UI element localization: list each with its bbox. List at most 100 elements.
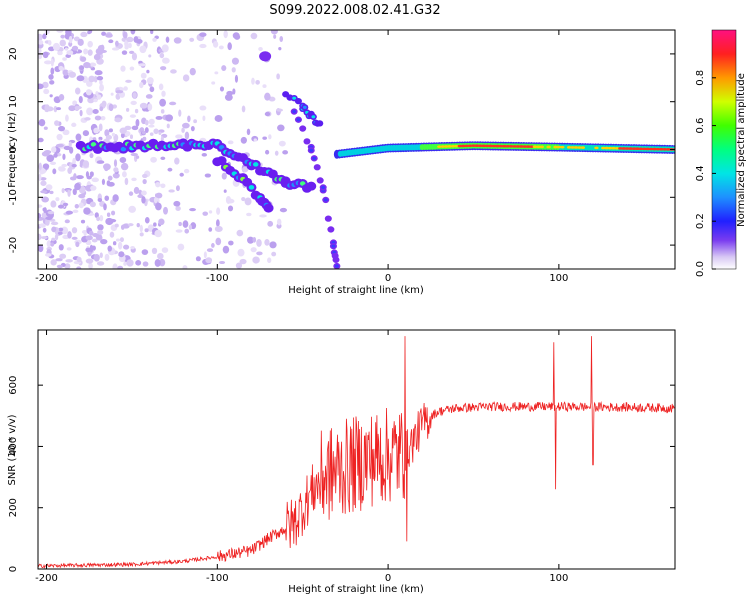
spectrogram-noise bbox=[239, 258, 247, 265]
spectrogram-noise bbox=[140, 72, 147, 79]
spectrogram-noise bbox=[58, 125, 66, 132]
spectrogram-noise bbox=[100, 116, 106, 121]
spectrogram-noise bbox=[202, 211, 209, 216]
spectrogram-noise bbox=[96, 76, 104, 81]
spectrogram-noise bbox=[62, 69, 69, 76]
spectrogram-diag-branch-core bbox=[323, 198, 328, 202]
spectrogram-noise bbox=[255, 79, 260, 85]
snr-ticks: -200 -100 0 100 0 200 400 600 bbox=[8, 330, 675, 584]
spectrogram-noise bbox=[125, 79, 132, 83]
spectrogram-noise bbox=[65, 259, 73, 263]
spectrogram-flat-core bbox=[532, 145, 538, 149]
spectrogram-flat-core bbox=[447, 145, 452, 148]
spectrogram-noise bbox=[153, 197, 158, 204]
spectrogram-noise bbox=[38, 53, 43, 60]
spectrogram-flat-core bbox=[624, 147, 630, 150]
spectrogram-flat-core bbox=[529, 145, 534, 148]
spectrogram-noise bbox=[50, 58, 54, 67]
colorbar-tick-label: 0.2 bbox=[695, 213, 706, 229]
colorbar-tick-label: 0.4 bbox=[695, 165, 706, 181]
spectrogram-noise bbox=[72, 209, 79, 214]
spectrogram-noise bbox=[115, 238, 121, 242]
spectrogram-noise bbox=[146, 77, 154, 85]
spectrogram-noise bbox=[58, 227, 64, 232]
spectrogram-flat-core bbox=[665, 148, 671, 151]
spectrogram-noise bbox=[142, 173, 148, 179]
spectrogram-noise bbox=[267, 220, 274, 227]
spectrogram-noise bbox=[115, 40, 119, 47]
spectrogram-noise bbox=[244, 197, 252, 206]
spectrogram-noise bbox=[93, 75, 98, 83]
spectrogram-noise bbox=[66, 247, 72, 251]
spectrogram-noise bbox=[175, 229, 183, 233]
spectrogram-noise bbox=[72, 188, 77, 196]
spectrogram-noise bbox=[278, 140, 286, 147]
spectrogram-noise bbox=[123, 244, 130, 250]
spectrogram-noise bbox=[270, 30, 278, 35]
spectrogram-noise bbox=[45, 184, 53, 191]
spectrogram-noise bbox=[142, 136, 147, 142]
spectrogram-noise bbox=[139, 102, 148, 109]
spectrogram-noise bbox=[95, 47, 104, 55]
spectrogram-noise bbox=[112, 194, 119, 202]
spectrogram-noise bbox=[46, 154, 55, 163]
spectrogram-diag-branch-core bbox=[331, 244, 336, 248]
spectrogram-noise bbox=[135, 260, 142, 266]
spectrogram-flat-core bbox=[484, 144, 490, 148]
spectrogram-noise bbox=[208, 210, 213, 214]
spectrogram-noise bbox=[113, 159, 118, 168]
spectrogram-noise bbox=[250, 247, 257, 253]
spectrogram-noise bbox=[92, 233, 99, 238]
spectrogram-flat-core bbox=[601, 146, 606, 150]
spectrogram-low-branch bbox=[263, 203, 274, 213]
spectrogram-noise bbox=[71, 45, 79, 51]
spectrogram-flat-core bbox=[628, 147, 633, 150]
spectrogram-noise bbox=[99, 106, 104, 112]
spectrogram-noise bbox=[133, 36, 139, 43]
spectrogram-noise bbox=[42, 51, 49, 59]
spectrogram-noise bbox=[211, 243, 215, 248]
spectrogram-noise bbox=[135, 119, 140, 127]
spectrogram-diag-branch-core bbox=[321, 185, 326, 190]
spectrogram-noise bbox=[47, 40, 52, 46]
spectrogram-noise bbox=[189, 67, 196, 76]
spectrogram-noise bbox=[206, 248, 214, 252]
spectrogram-noise bbox=[138, 189, 143, 196]
spectrogram-noise bbox=[74, 203, 79, 209]
spectrogram-noise bbox=[49, 94, 53, 98]
spectrogram-noise bbox=[88, 262, 93, 269]
spectrogram-noise bbox=[38, 162, 42, 171]
spectrogram-diag-branch-core bbox=[312, 156, 317, 160]
spectrogram-noise bbox=[108, 128, 113, 133]
spectrogram-flat-core bbox=[461, 144, 466, 148]
spectrogram-noise bbox=[91, 238, 98, 243]
spectrogram-noise bbox=[130, 30, 136, 35]
spectrogram-noise bbox=[104, 195, 110, 201]
spectrogram-flat-core bbox=[556, 145, 562, 149]
spectrogram-flat-core bbox=[474, 144, 480, 148]
spectrogram-flat-core bbox=[443, 145, 449, 148]
spectrogram-noise bbox=[104, 253, 110, 261]
spectrogram-noise bbox=[96, 261, 105, 266]
spectrogram-noise bbox=[39, 177, 47, 181]
spectrogram-noise bbox=[74, 182, 81, 191]
spectrogram-noise bbox=[264, 239, 270, 246]
spectrogram-noise bbox=[250, 32, 258, 40]
spectrogram-noise bbox=[158, 131, 162, 136]
spectrogram-noise bbox=[150, 156, 157, 163]
spectrogram-noise bbox=[214, 71, 219, 75]
spectrogram-flat-core bbox=[546, 145, 551, 149]
spectrogram-flat-core bbox=[645, 147, 650, 151]
spectrogram-flat-core bbox=[440, 145, 445, 148]
spectrogram-noise bbox=[61, 187, 65, 194]
spectrogram-noise bbox=[141, 196, 146, 204]
spectrogram-noise bbox=[53, 105, 58, 113]
spectrogram-noise bbox=[119, 157, 127, 164]
spectrogram-noise bbox=[114, 117, 122, 123]
spectrogram-noise bbox=[159, 98, 167, 107]
spectrogram-noise bbox=[76, 266, 82, 269]
spectrogram-flat-core bbox=[573, 146, 579, 149]
spectrogram-noise bbox=[189, 37, 195, 42]
spectrogram-noise bbox=[241, 105, 246, 113]
